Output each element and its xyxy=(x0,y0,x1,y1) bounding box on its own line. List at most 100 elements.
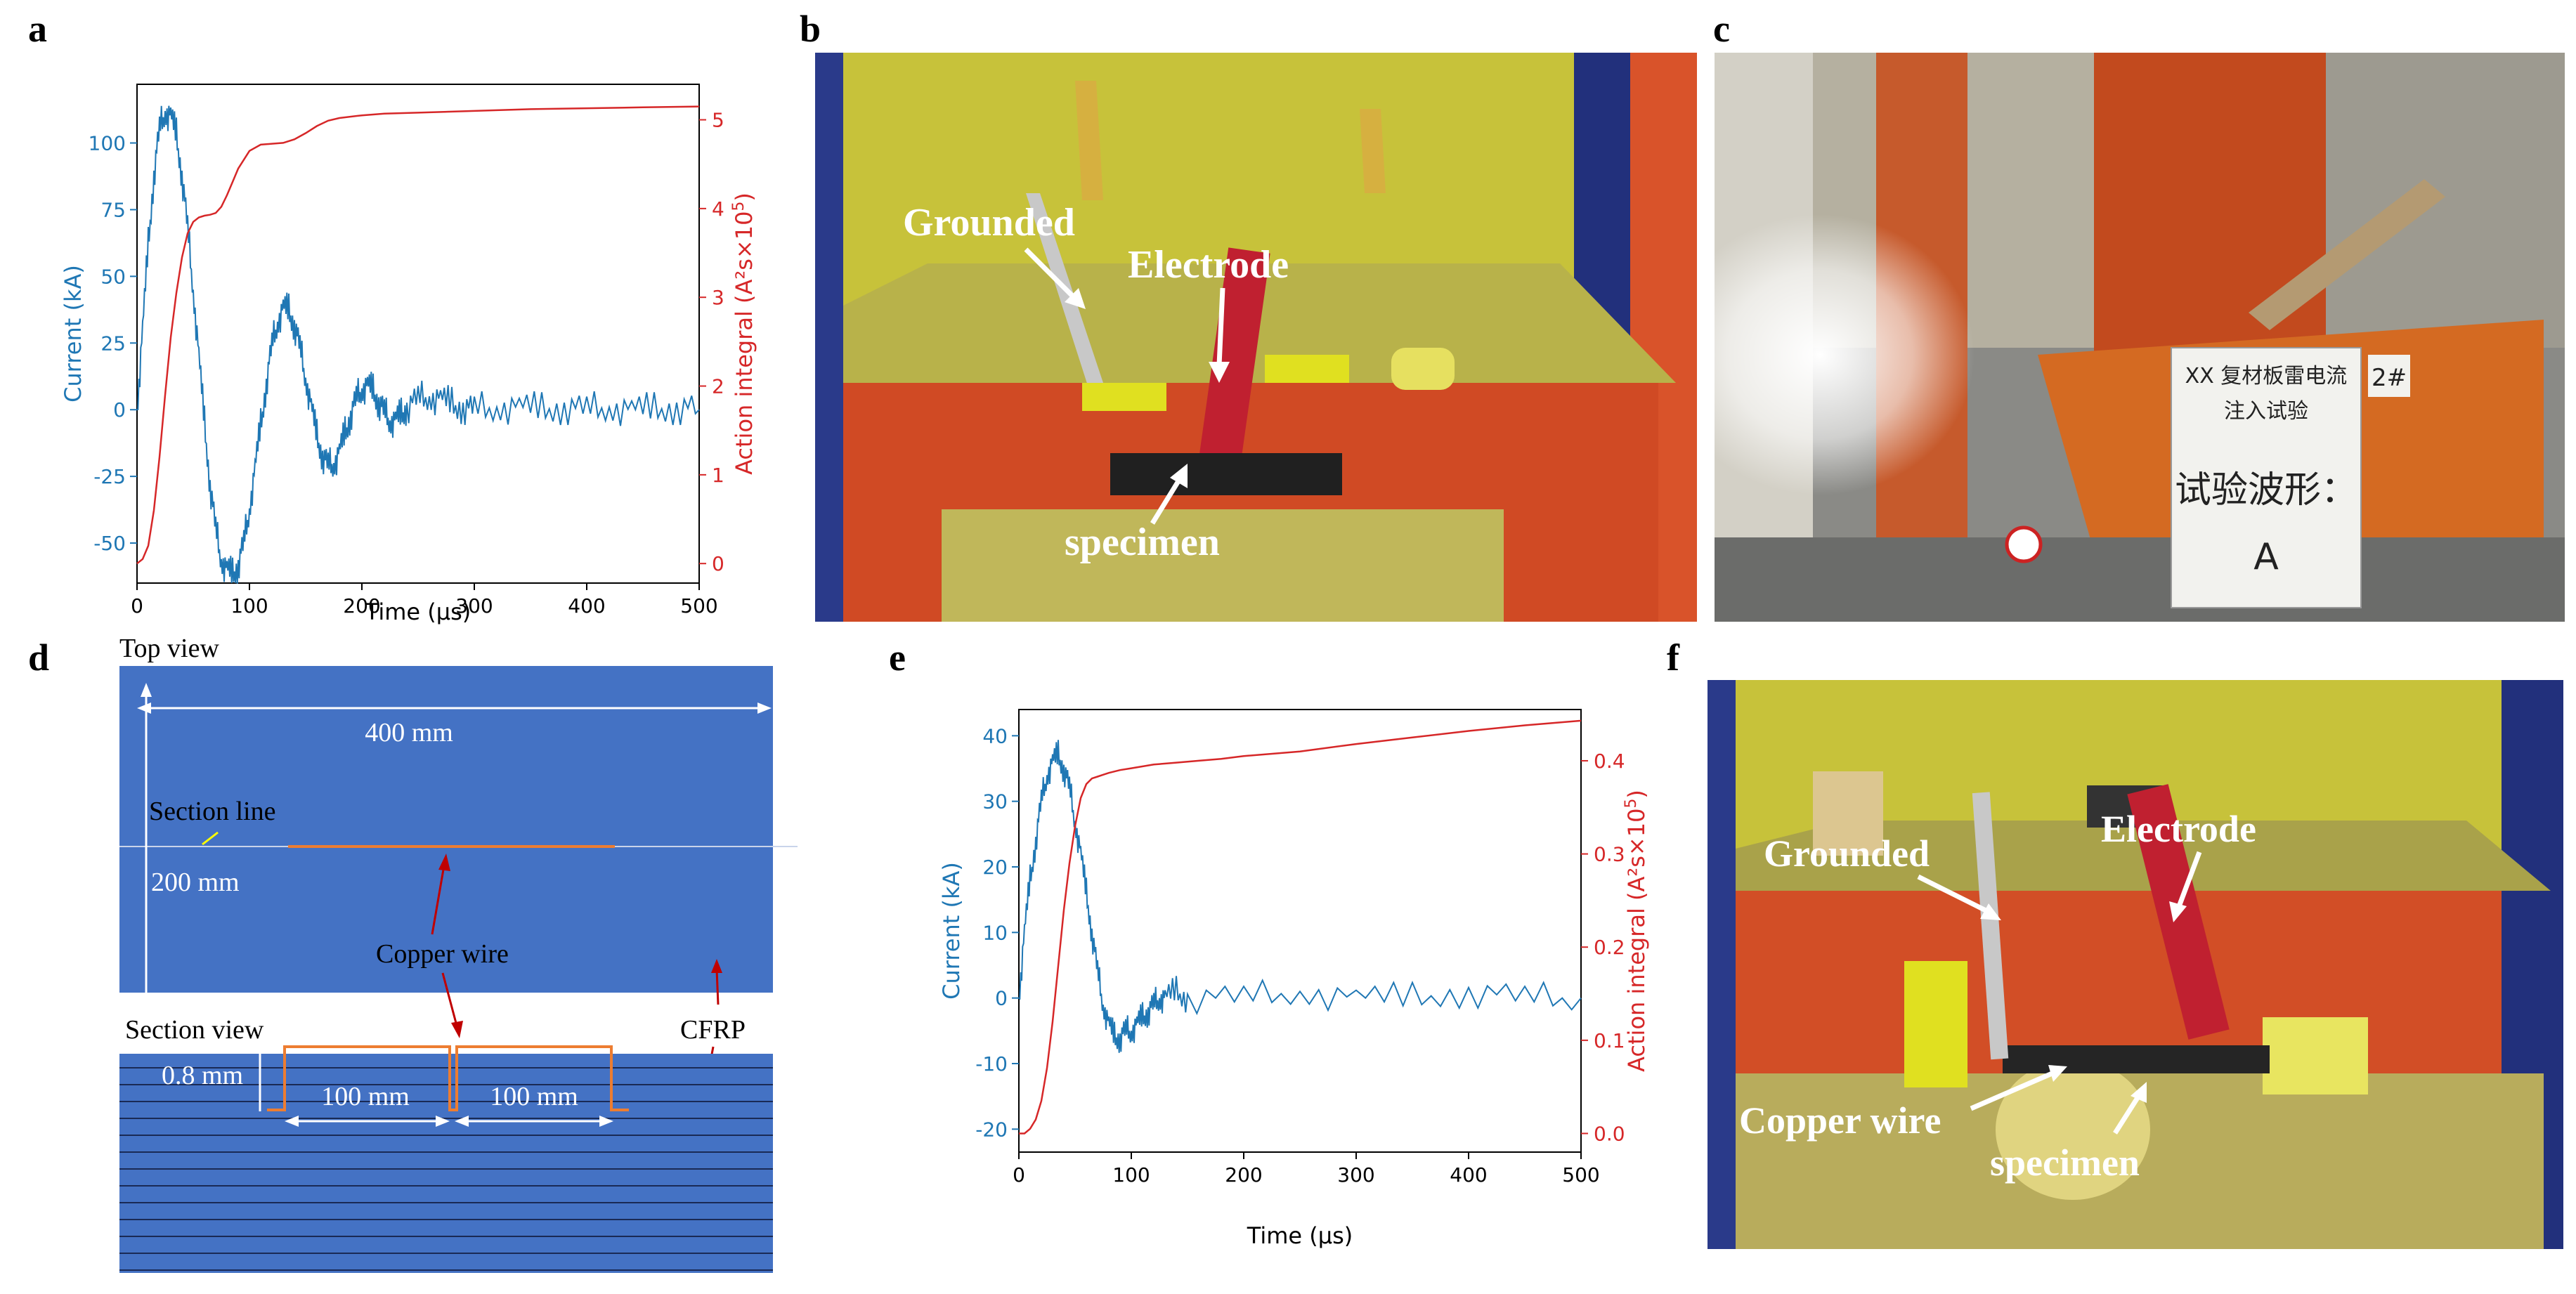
photo-c-electrode-bar xyxy=(2249,179,2445,330)
diagram-d: Top view 400 mm 200 mm Section line Copp… xyxy=(119,634,798,1273)
chart-e-current-line xyxy=(1018,740,1582,1053)
photo-c-svg: XX 复材板雷电流 注入试验 试验波形： A 2# xyxy=(1715,53,2565,622)
diagram-d-section-line-pointer xyxy=(202,831,219,846)
x-tick-label: 500 xyxy=(680,594,717,617)
photo-f-cylinder xyxy=(1813,771,1883,856)
photo-c-sign-line4: A xyxy=(2253,536,2279,578)
chart-a-ylabel-right: Action integral (A²s×105) xyxy=(730,192,757,475)
photo-f-label-grounded: Grounded xyxy=(1764,832,1930,875)
panel-letter-b: b xyxy=(800,8,821,50)
photo-f-clamp-right xyxy=(2263,1017,2368,1094)
photo-f: Grounded Electrode Copper wire specimen xyxy=(1707,680,2563,1249)
photo-f-arrowhead-electrode xyxy=(2169,901,2187,922)
photo-b-label-electrode: Electrode xyxy=(1128,243,1289,287)
y-right-tick-label: 0.2 xyxy=(1594,936,1625,959)
photo-c-sign xyxy=(2171,347,2362,608)
photo-b-svg: Grounded Electrode specimen xyxy=(815,53,1697,622)
x-tick-label: 100 xyxy=(1112,1163,1150,1187)
diagram-d-top-view-label: Top view xyxy=(119,634,219,663)
chart-a-ylabel-right-main: Action integral (A²s×10 xyxy=(731,211,757,475)
photo-c-warning-sign xyxy=(2005,525,2043,563)
photo-b-grounded-strap xyxy=(1026,193,1103,390)
x-tick-label: 500 xyxy=(1562,1163,1599,1187)
diagram-d-copper-pointer-down-head xyxy=(451,1021,463,1038)
diagram-d-dim-seg2-arrow-right xyxy=(599,1116,613,1127)
photo-f-label-electrode: Electrode xyxy=(2101,808,2256,850)
diagram-d-width-label: 400 mm xyxy=(365,718,453,747)
chart-a-ylabel-right-exp: 5 xyxy=(730,202,748,211)
photo-b-arrow-electrode xyxy=(1216,287,1225,366)
x-tick-label: 200 xyxy=(1225,1163,1262,1187)
chart-e-ylabel-left: Current (kA) xyxy=(938,862,965,1000)
diagram-d-top-view-plate xyxy=(119,666,773,993)
photo-b-clamp-right xyxy=(1265,355,1349,383)
photo-f-arrow-copper xyxy=(1970,1069,2057,1111)
chart-a-xlabel: Time (µs) xyxy=(365,599,471,625)
panel-letter-e: e xyxy=(889,636,906,679)
photo-f-arrowhead-copper xyxy=(2048,1065,2067,1082)
y-right-tick-label: 2 xyxy=(712,375,724,398)
photo-b-arrow-grounded xyxy=(1024,247,1081,304)
x-tick-label: 100 xyxy=(230,594,268,617)
photo-b-left-bracket xyxy=(1075,81,1103,200)
photo-f-label-copper-wire: Copper wire xyxy=(1739,1099,1941,1142)
photo-b-arrowhead-grounded xyxy=(1065,288,1086,309)
photo-b-arrow-specimen xyxy=(1150,476,1183,525)
y-left-tick-label: -50 xyxy=(93,532,126,555)
photo-b-arrowhead-electrode xyxy=(1209,362,1230,383)
x-tick-label: 0 xyxy=(1013,1163,1025,1187)
y-left-tick-label: 40 xyxy=(982,724,1008,747)
photo-b: Grounded Electrode specimen xyxy=(815,53,1697,622)
photo-c-right-panel xyxy=(2326,53,2565,348)
chart-e: 0 100 200 300 400 500 -20 -10 0 10 20 30 40 0.0 0.1 0.2… xyxy=(938,709,1650,1249)
photo-f-specimen-holder xyxy=(1996,1059,2150,1200)
photo-c-arc-flash xyxy=(1715,214,1975,495)
y-right-tick-label: 0.1 xyxy=(1594,1029,1625,1052)
x-tick-label: 400 xyxy=(568,594,605,617)
diagram-d-dim-200-arrow-top xyxy=(141,683,152,697)
x-tick-label: 300 xyxy=(1337,1163,1374,1187)
chart-a-ylabel-left: Current (kA) xyxy=(60,265,86,403)
chart-e-ylabel-right-close: ) xyxy=(1623,790,1650,798)
chart-a-ylabel-right-close: ) xyxy=(731,192,757,201)
diagram-d-dim-400-arrow-right xyxy=(757,702,772,714)
y-left-tick-label: 0 xyxy=(995,987,1008,1010)
chart-a-plot-frame xyxy=(136,84,700,584)
chart-e-ylabel-right-main: Action integral (A²s×10 xyxy=(1623,809,1650,1072)
y-right-tick-label: 1 xyxy=(712,464,724,487)
chart-e-ticks: 0 100 200 300 400 500 -20 -10 0 10 20 30 40 0.0 0.1 0.2… xyxy=(975,724,1625,1187)
photo-b-tape xyxy=(1391,348,1455,390)
photo-c-tag-bg xyxy=(2368,355,2410,397)
diagram-d-copper-wire-section xyxy=(267,1045,629,1111)
photo-f-arrow-specimen xyxy=(2113,1093,2142,1135)
diagram-d-seg2-label: 100 mm xyxy=(490,1082,578,1111)
x-tick-label: 200 xyxy=(343,594,380,617)
y-right-tick-label: 0.3 xyxy=(1594,843,1625,866)
diagram-d-cfrp-pointer-up xyxy=(715,969,720,1005)
photo-f-specimen xyxy=(2003,1045,2270,1073)
photo-b-label-grounded: Grounded xyxy=(903,201,1075,244)
photo-f-arrowhead-specimen xyxy=(2131,1082,2147,1103)
photo-f-red-base xyxy=(1736,891,2502,1073)
y-left-tick-label: 10 xyxy=(982,921,1008,944)
chart-e-xlabel: Time (µs) xyxy=(1247,1222,1353,1249)
diagram-d-dim-seg1-arrow-left xyxy=(285,1116,299,1127)
photo-f-arrow-electrode xyxy=(2175,851,2202,910)
photo-c-floor xyxy=(1715,537,2565,622)
diagram-d-seg1-label: 100 mm xyxy=(321,1082,410,1111)
diagram-d-cfrp-label: CFRP xyxy=(680,1015,746,1045)
photo-f-arrow-grounded xyxy=(1917,874,1990,915)
y-right-tick-label: 4 xyxy=(712,197,724,221)
panel-letter-c: c xyxy=(1713,8,1730,50)
diagram-d-dim-400-arrow-left xyxy=(137,702,151,714)
diagram-d-dim-seg1-arrow-right xyxy=(436,1116,450,1127)
panel-letter-a: a xyxy=(28,8,47,50)
y-left-tick-label: 25 xyxy=(100,332,126,355)
photo-b-specimen xyxy=(1110,453,1342,495)
y-right-tick-label: 0.4 xyxy=(1594,750,1625,773)
y-right-tick-label: 5 xyxy=(712,109,724,132)
y-left-tick-label: 0 xyxy=(113,398,126,421)
diagram-d-height-label: 200 mm xyxy=(151,868,240,897)
y-left-tick-label: -10 xyxy=(975,1052,1008,1076)
